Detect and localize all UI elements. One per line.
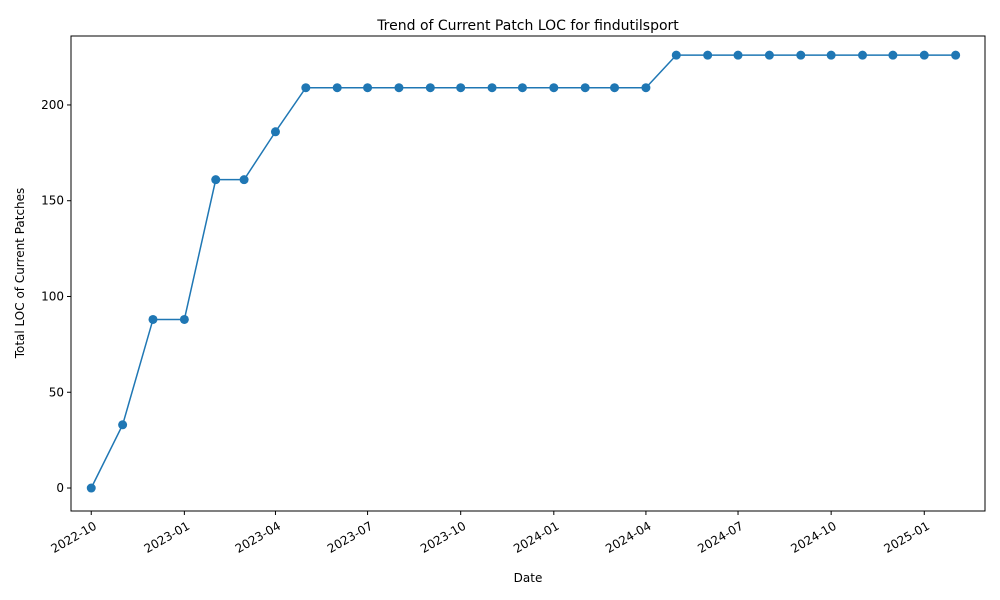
y-tick-label: 100 xyxy=(41,289,64,303)
data-point xyxy=(610,83,620,93)
x-tick-label: 2024-10 xyxy=(788,519,838,556)
y-tick-label: 150 xyxy=(41,194,64,208)
data-point xyxy=(549,83,559,93)
x-axis-label: Date xyxy=(514,571,543,585)
x-tick-label: 2023-04 xyxy=(233,519,283,556)
y-axis-label: Total LOC of Current Patches xyxy=(13,188,27,360)
data-point xyxy=(641,83,651,93)
series-layer xyxy=(86,50,961,493)
data-point xyxy=(671,50,681,60)
data-point xyxy=(301,83,311,93)
x-tick-label: 2024-04 xyxy=(603,519,653,556)
y-tick-label: 200 xyxy=(41,98,64,112)
data-point xyxy=(239,175,249,185)
data-point xyxy=(363,83,373,93)
data-point xyxy=(487,83,497,93)
data-point xyxy=(394,83,404,93)
y-tick-label: 0 xyxy=(56,481,64,495)
data-point xyxy=(733,50,743,60)
plot-area xyxy=(71,36,985,511)
x-tick-label: 2022-10 xyxy=(49,519,99,556)
data-point xyxy=(425,83,435,93)
chart-title: Trend of Current Patch LOC for findutils… xyxy=(376,18,679,34)
data-point xyxy=(580,83,590,93)
data-point xyxy=(703,50,713,60)
data-point xyxy=(796,50,806,60)
data-point xyxy=(919,50,929,60)
data-point xyxy=(826,50,836,60)
x-tick-label: 2023-07 xyxy=(325,519,375,556)
axes-frame xyxy=(70,35,986,512)
data-point xyxy=(888,50,898,60)
x-tick-label: 2023-01 xyxy=(142,519,192,556)
data-point xyxy=(517,83,527,93)
data-point xyxy=(86,483,96,493)
y-tick-label: 50 xyxy=(49,385,64,399)
data-point xyxy=(270,127,280,137)
data-point xyxy=(179,314,189,324)
y-axis-ticks: 0 50 100 150 200 xyxy=(41,98,71,495)
data-point xyxy=(764,50,774,60)
data-point xyxy=(456,83,466,93)
x-tick-label: 2023-10 xyxy=(418,519,468,556)
data-point xyxy=(118,420,128,430)
x-axis-ticks: 2022-10 2023-01 2023-04 2023-07 2023-10 2024-… xyxy=(49,511,932,556)
data-point xyxy=(858,50,868,60)
data-point xyxy=(148,314,158,324)
data-point xyxy=(951,50,961,60)
data-point xyxy=(211,175,221,185)
x-tick-label: 2024-07 xyxy=(695,519,745,556)
data-point xyxy=(332,83,342,93)
x-tick-label: 2024-01 xyxy=(511,519,561,556)
x-tick-label: 2025-01 xyxy=(882,519,932,556)
